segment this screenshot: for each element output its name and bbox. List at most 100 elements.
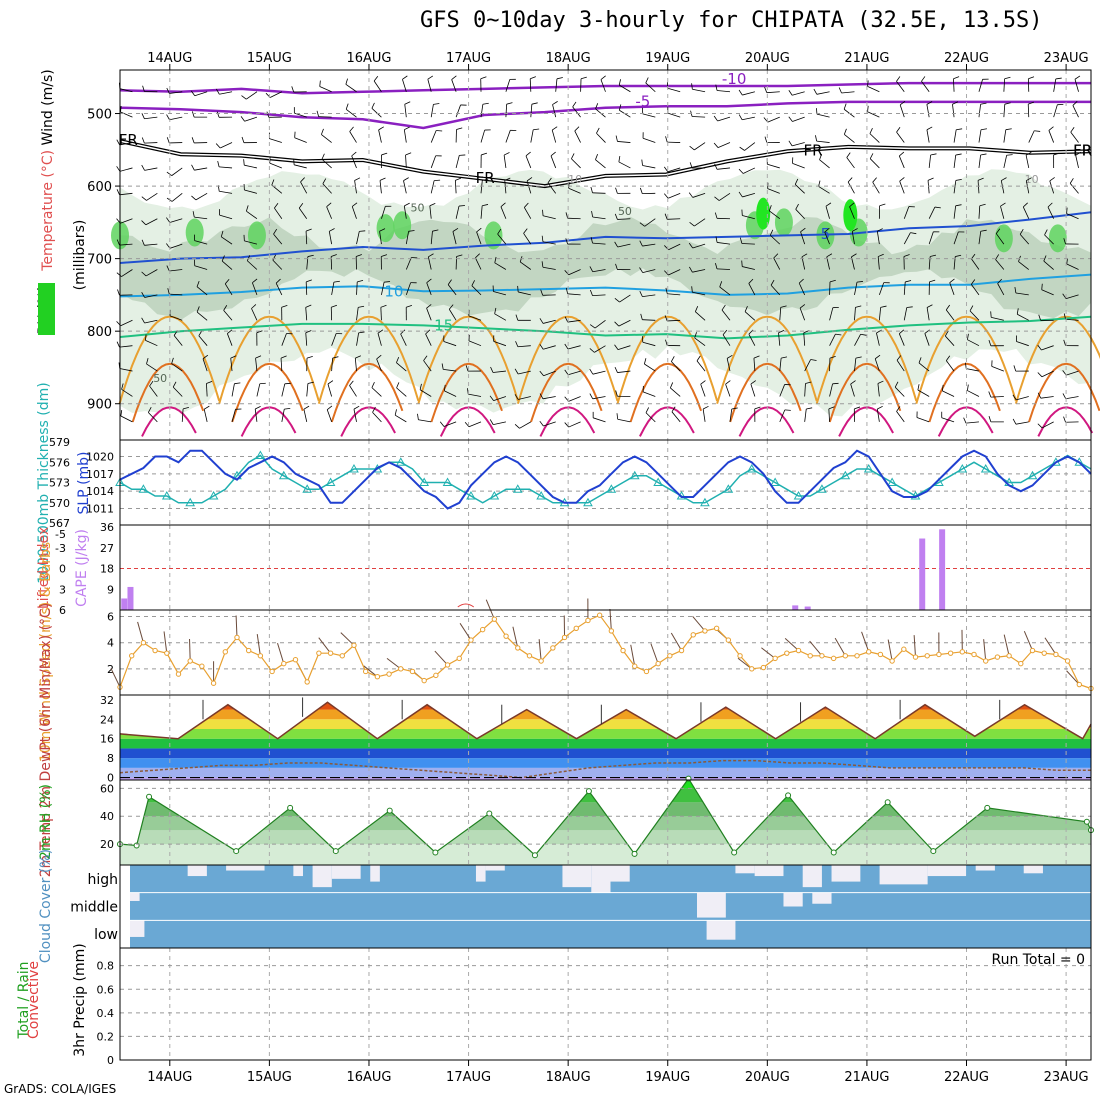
wind-barb-shaft: [494, 262, 507, 270]
wind-barb-shaft: [551, 129, 557, 143]
wind-barb: [738, 167, 756, 174]
isotherm-boundary-layer: [629, 362, 703, 423]
wind-barb-shaft: [403, 205, 407, 219]
rh-marker: [287, 804, 294, 811]
cape-bar: [121, 598, 128, 610]
wind-barb-flag: [345, 103, 349, 110]
wind-barb-shaft: [196, 311, 208, 321]
wind-barb-shaft: [380, 307, 382, 321]
wind-barb-flag: [331, 304, 338, 308]
wind-barb: [471, 280, 482, 296]
temperature-tick-label: 8: [107, 752, 114, 765]
wind-barb: [403, 177, 409, 194]
wind-barb-flag: [191, 164, 195, 171]
wind-speed-marker: [959, 649, 966, 655]
wind-barb-flag: [880, 305, 887, 308]
wind-speed-marker: [479, 626, 486, 633]
wind-barb: [351, 202, 358, 219]
wind-speed-marker: [713, 625, 720, 632]
wind-barb-shaft: [523, 233, 532, 245]
temperature-band: [120, 729, 1091, 739]
wind-barb-flag: [116, 189, 120, 195]
wind-barb-flag: [591, 210, 594, 218]
wind-barb: [281, 407, 291, 422]
wind-barb-shaft: [592, 192, 606, 194]
wind-barb-flag: [750, 380, 756, 385]
rh-tick-label: 60: [100, 782, 114, 795]
wind-barb-shaft: [799, 307, 806, 321]
wind-barb-flag: [500, 202, 506, 208]
wind-barb-shaft: [978, 205, 981, 219]
wind-barb-shaft: [567, 345, 581, 350]
wind-barb-flag: [141, 239, 145, 246]
wind-barb: [1063, 238, 1079, 245]
wind-barb-flag: [640, 313, 643, 320]
wind-barb: [1063, 313, 1079, 321]
wind-barb-shaft: [592, 370, 606, 375]
wind-barb-flag: [141, 271, 147, 277]
wind-barb-flag: [1063, 238, 1066, 245]
wind-barb-flag: [427, 75, 434, 80]
wind-barb-shaft: [567, 217, 581, 220]
wind-barb-flag: [639, 291, 643, 297]
wind-barb-shaft: [667, 87, 681, 93]
wind-barb: [246, 255, 258, 270]
wind-barb: [515, 341, 531, 348]
rh-marker: [332, 848, 339, 855]
thickness-marker: [395, 457, 406, 466]
wind-barb: [371, 102, 382, 118]
wind-barb: [779, 409, 791, 423]
wind-barb-flag: [714, 163, 718, 170]
wind-barb: [921, 76, 930, 93]
wind-barb: [670, 382, 681, 397]
cloud-high-clear: [485, 865, 505, 871]
thickness-marker: [255, 450, 266, 459]
wind-barb-shaft: [120, 111, 133, 118]
wind-barb: [203, 405, 210, 422]
wind-barb-flag: [396, 356, 400, 363]
wind-barb-shaft: [770, 284, 781, 296]
wind-barb-shaft: [269, 162, 282, 169]
wind-barb-shaft: [824, 231, 830, 245]
cloud-low-clear: [130, 920, 145, 937]
wind-barb: [291, 86, 307, 93]
wind-barb-flag: [956, 128, 963, 131]
wind-barb-flag: [120, 105, 122, 113]
wind-barb-flag: [494, 307, 497, 314]
wind-barb-shaft: [829, 333, 836, 346]
wind-barb-flag: [614, 241, 619, 248]
wind-barb-flag: [182, 407, 189, 410]
wind-speed-marker: [947, 650, 954, 656]
wind-barb-shaft: [354, 180, 357, 194]
wind-barb-flag: [639, 240, 643, 247]
wind-barb-flag: [452, 227, 459, 232]
wind-barb: [564, 316, 581, 323]
wind-speed-marker: [1041, 650, 1047, 656]
wind-barb-shaft: [231, 383, 235, 397]
wind-barb-shaft: [345, 108, 357, 118]
wind-barb-shaft: [742, 167, 756, 174]
wind-barb-shaft: [353, 409, 357, 422]
wind-barb-shaft: [594, 319, 606, 329]
wind-barb-flag: [376, 354, 382, 360]
wind-barb-shaft: [272, 259, 283, 270]
wind-barb-flag: [396, 382, 400, 389]
wind-barb: [1053, 152, 1060, 168]
wind-barb-flag: [406, 305, 413, 308]
wind-barb-flag: [854, 406, 861, 410]
wind-barb-flag: [641, 159, 643, 166]
wind-barb: [794, 178, 805, 194]
wind-barb-flag: [694, 306, 699, 312]
wind-barb-flag: [141, 113, 145, 119]
precip-tick-label: 0.4: [97, 1007, 115, 1020]
wind-barb: [403, 126, 410, 143]
wind-barb: [539, 370, 556, 377]
wind-barb-shaft: [1066, 263, 1079, 270]
wind-speed-marker: [374, 673, 381, 680]
wind-barb-shaft: [145, 269, 158, 277]
wind-barb: [430, 229, 439, 245]
wind-barb-shaft: [595, 159, 606, 169]
wind-barb-shaft: [1041, 421, 1054, 429]
wind-barb: [568, 182, 581, 194]
wind-barb-shaft: [792, 142, 805, 147]
